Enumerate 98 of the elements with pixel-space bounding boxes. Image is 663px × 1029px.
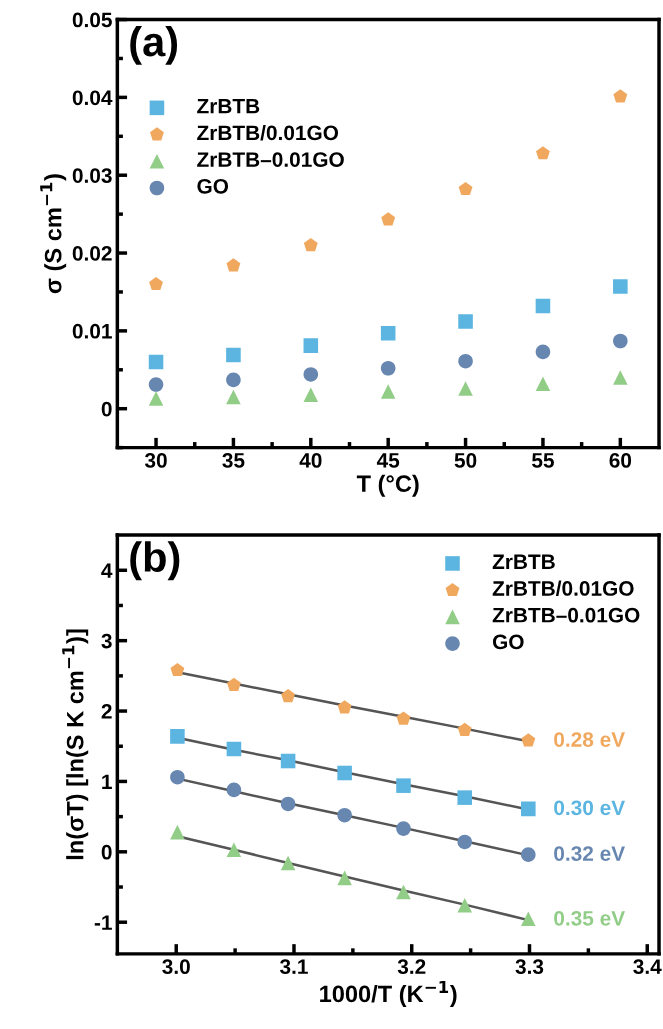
x-axis-title: 1000/T (K$^{−1}$) <box>320 980 457 1007</box>
annotation: 0.32 eV <box>554 846 625 861</box>
point <box>280 753 296 769</box>
point <box>521 847 536 862</box>
point <box>396 711 411 725</box>
x-tick-label: 60 <box>609 453 632 468</box>
point <box>170 824 185 840</box>
annotation: 0.30 eV <box>554 800 625 816</box>
point <box>280 855 296 871</box>
legend-label: GO <box>492 634 524 650</box>
legend-label: ZrBTB–0.01GO <box>492 607 640 623</box>
x-tick-label: 55 <box>532 453 554 468</box>
point <box>303 237 318 252</box>
point <box>226 258 241 272</box>
point <box>337 807 352 823</box>
point <box>226 741 242 757</box>
point <box>380 325 396 341</box>
y-tick-label: 0 <box>101 844 112 860</box>
point <box>303 338 319 353</box>
point <box>227 677 241 691</box>
point <box>337 870 352 886</box>
x-tick-label: 35 <box>222 453 245 468</box>
x-tick-label: 50 <box>454 453 477 468</box>
point <box>226 389 241 405</box>
x-tick-label: 3.2 <box>397 959 426 975</box>
point <box>613 279 628 294</box>
legend-label: ZrBTB <box>492 554 555 569</box>
x-tick-label: 45 <box>376 453 400 468</box>
point <box>521 911 536 926</box>
point <box>226 347 241 363</box>
point <box>536 146 550 160</box>
y-tick-label: 0.02 <box>72 246 112 261</box>
x-tick-label: 30 <box>144 453 167 468</box>
legend-label: ZrBTB/0.01GO <box>492 580 634 597</box>
point <box>458 353 473 369</box>
point <box>149 276 163 291</box>
y-tick-label: 0.05 <box>72 12 112 28</box>
point <box>148 377 164 392</box>
point <box>458 381 473 396</box>
point <box>148 391 164 406</box>
point <box>396 821 411 836</box>
legend-label: ZrBTB <box>197 98 260 114</box>
point <box>613 333 628 349</box>
point <box>226 372 241 388</box>
y-axis-title: σ (S cm$^{−1}$) <box>40 174 67 294</box>
point <box>521 733 536 747</box>
annotation: 0.28 eV <box>554 732 625 747</box>
annotation: 0.35 eV <box>554 910 625 926</box>
point <box>170 662 185 677</box>
y-tick-label: 0 <box>101 401 112 417</box>
y-tick-label: 1 <box>102 774 112 789</box>
point <box>613 370 628 385</box>
point <box>457 834 473 850</box>
point <box>396 778 411 793</box>
point <box>457 722 472 736</box>
point <box>303 367 319 382</box>
point <box>457 790 473 805</box>
point <box>521 801 536 817</box>
point <box>337 765 352 781</box>
point <box>535 298 551 314</box>
point <box>337 700 352 714</box>
annotation: (a) <box>130 25 178 65</box>
legend-label: ZrBTB–0.01GO <box>197 152 344 167</box>
x-tick-label: 3.3 <box>515 959 544 975</box>
point <box>280 796 296 812</box>
point <box>148 354 164 370</box>
y-tick-label: 0.04 <box>72 90 113 106</box>
y-tick-label: 2 <box>101 704 112 719</box>
point <box>281 688 296 703</box>
y-tick-label: 4 <box>101 563 113 578</box>
x-tick-label: 40 <box>299 453 322 468</box>
point <box>170 729 185 744</box>
point <box>226 842 242 857</box>
x-axis-title: T (°C) <box>356 474 419 497</box>
y-tick-label: -1 <box>94 915 112 930</box>
annotation: (b) <box>130 541 180 581</box>
point <box>226 782 242 798</box>
point <box>303 387 319 402</box>
point <box>170 769 185 785</box>
x-tick-label: 3.0 <box>162 959 190 975</box>
point <box>381 212 396 226</box>
point <box>535 344 551 360</box>
legend-label: ZrBTB/0.01GO <box>197 124 339 141</box>
legend-label: GO <box>197 178 229 194</box>
point <box>535 376 551 392</box>
point <box>396 884 411 900</box>
point <box>613 89 628 103</box>
y-axis-title: ln(σT) [ln(S K cm$^{−1}$)] <box>62 629 89 860</box>
point <box>458 314 473 329</box>
point <box>457 898 473 913</box>
point <box>380 360 396 376</box>
point <box>380 384 396 399</box>
y-tick-label: 0.03 <box>72 168 112 183</box>
x-tick-label: 3.4 <box>633 959 662 975</box>
y-tick-label: 0.01 <box>72 323 112 339</box>
y-tick-label: 3 <box>101 633 112 649</box>
x-tick-label: 3.1 <box>279 959 308 975</box>
point <box>458 181 473 196</box>
